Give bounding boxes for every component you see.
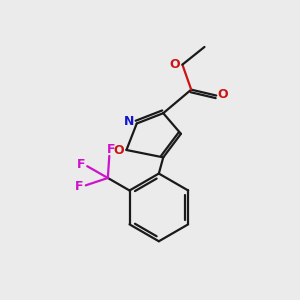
Text: O: O [113,144,124,157]
Text: F: F [106,143,115,156]
Text: N: N [124,115,135,128]
Text: O: O [170,58,180,70]
Text: F: F [76,158,85,171]
Text: F: F [75,180,83,193]
Text: O: O [218,88,228,101]
